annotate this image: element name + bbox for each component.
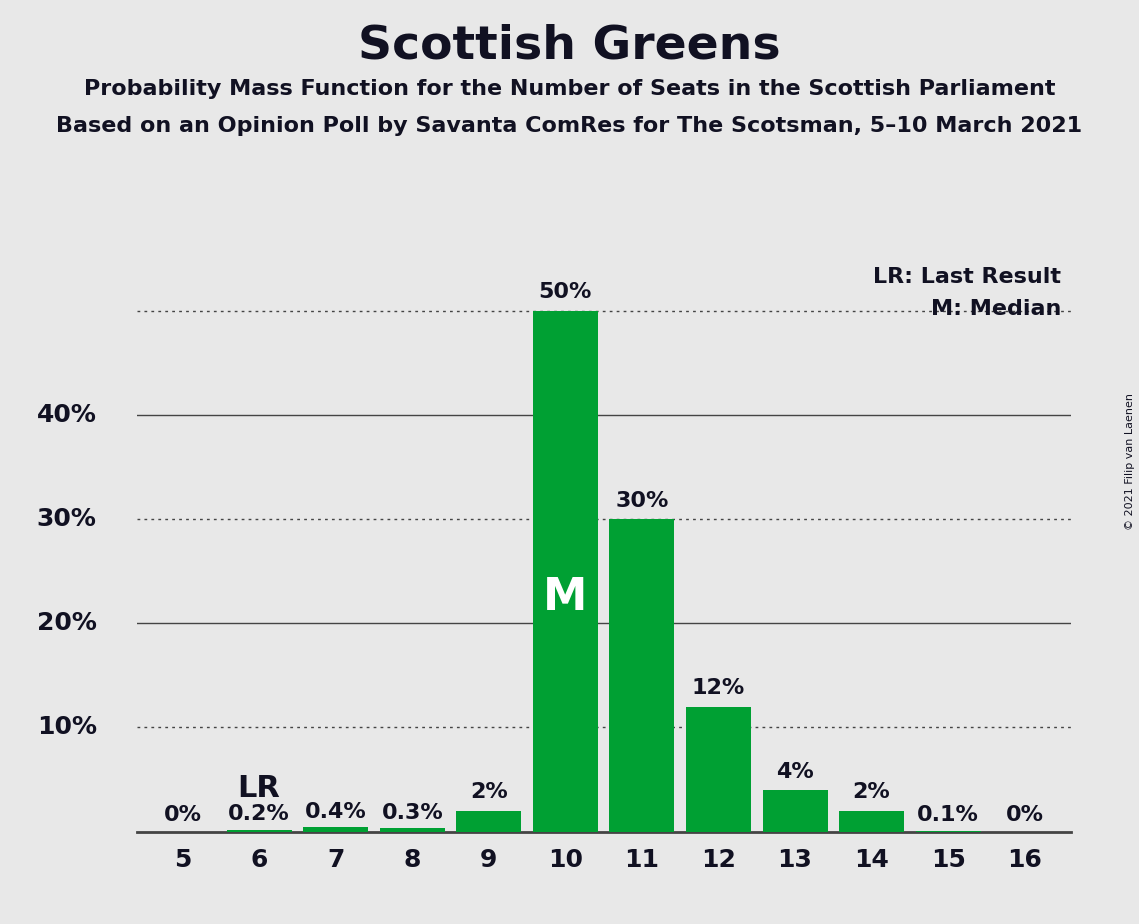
Bar xyxy=(457,810,522,832)
Bar xyxy=(303,827,368,832)
Bar xyxy=(227,830,292,832)
Text: 30%: 30% xyxy=(36,507,97,531)
Text: © 2021 Filip van Laenen: © 2021 Filip van Laenen xyxy=(1125,394,1134,530)
Text: 0%: 0% xyxy=(1006,806,1043,825)
Bar xyxy=(839,810,904,832)
Text: 20%: 20% xyxy=(36,612,97,636)
Text: Scottish Greens: Scottish Greens xyxy=(358,23,781,68)
Text: M: Median: M: Median xyxy=(931,298,1062,319)
Bar xyxy=(916,831,981,832)
Text: LR: Last Result: LR: Last Result xyxy=(874,267,1062,287)
Text: 40%: 40% xyxy=(36,403,97,427)
Text: 30%: 30% xyxy=(615,491,669,511)
Bar xyxy=(686,707,751,832)
Text: 50%: 50% xyxy=(539,283,592,302)
Text: M: M xyxy=(543,576,588,619)
Text: 0.3%: 0.3% xyxy=(382,803,443,823)
Text: 0.1%: 0.1% xyxy=(917,806,980,825)
Text: Probability Mass Function for the Number of Seats in the Scottish Parliament: Probability Mass Function for the Number… xyxy=(84,79,1055,99)
Text: 0.2%: 0.2% xyxy=(228,804,290,824)
Bar xyxy=(762,790,828,832)
Text: 12%: 12% xyxy=(691,678,745,699)
Text: 2%: 2% xyxy=(470,783,508,802)
Text: Based on an Opinion Poll by Savanta ComRes for The Scotsman, 5–10 March 2021: Based on an Opinion Poll by Savanta ComR… xyxy=(57,116,1082,136)
Bar xyxy=(533,310,598,832)
Text: 2%: 2% xyxy=(853,783,891,802)
Text: LR: LR xyxy=(238,774,280,804)
Text: 4%: 4% xyxy=(776,761,814,782)
Text: 0.4%: 0.4% xyxy=(305,802,367,822)
Bar xyxy=(379,829,445,832)
Text: 10%: 10% xyxy=(36,715,97,739)
Text: 0%: 0% xyxy=(164,806,202,825)
Bar xyxy=(609,519,674,832)
